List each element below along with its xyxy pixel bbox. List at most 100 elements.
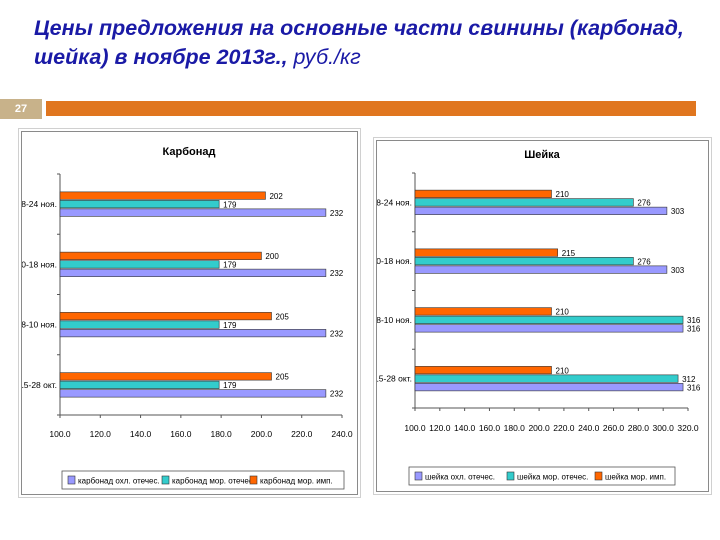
legend-label: карбонад охл. отечес. <box>78 477 160 486</box>
data-label: 303 <box>671 207 685 216</box>
data-label: 179 <box>223 261 237 270</box>
legend-swatch <box>249 475 258 485</box>
legend-swatch <box>506 471 515 481</box>
chart-title: Карбонад <box>163 146 216 158</box>
bar-шейка-мор.-имп. <box>414 307 552 316</box>
bar-карбонад-мор.-имп. <box>59 251 262 260</box>
bar-карбонад-мор.-имп. <box>59 191 266 200</box>
bar-карбонад-мор.-отечес. <box>59 380 220 389</box>
bar-шейка-охл.-отечес. <box>414 265 668 274</box>
x-tick-label: 200.0 <box>251 429 273 439</box>
chart-title: Шейка <box>524 149 560 161</box>
bar-карбонад-мор.-отечес. <box>59 260 220 269</box>
x-tick-label: 300.0 <box>653 423 675 433</box>
karbonad-chart-svg: Карбонад 100.0 120.0 140.0 160.0 180.0 200.0 22… <box>22 146 353 490</box>
data-label: 179 <box>223 321 237 330</box>
x-tick-label: 320.0 <box>677 423 699 433</box>
bar-карбонад-охл.-отечес. <box>59 389 327 398</box>
bar-карбонад-охл.-отечес. <box>59 329 327 338</box>
bar-карбонад-охл.-отечес. <box>59 208 327 217</box>
category-label: 10-18 ноя. <box>377 256 412 266</box>
x-tick-label: 200.0 <box>528 423 550 433</box>
bar-шейка-мор.-отечес. <box>414 374 679 383</box>
bar-карбонад-мор.-имп. <box>59 372 272 381</box>
category-label: 10-18 ноя. <box>22 259 57 269</box>
bar-шейка-мор.-имп. <box>414 248 559 257</box>
category-label: 18-24 ноя. <box>377 197 412 207</box>
data-label: 179 <box>223 381 237 390</box>
x-tick-label: 140.0 <box>130 429 152 439</box>
data-label: 276 <box>637 257 651 266</box>
bar-карбонад-мор.-отечес. <box>59 200 220 209</box>
legend-label: шейка охл. отечес. <box>425 473 495 482</box>
bar-шейка-мор.-имп. <box>414 366 552 375</box>
category-label: 28-10 ноя. <box>377 315 412 325</box>
data-label: 215 <box>562 249 576 258</box>
legend-box <box>408 466 676 486</box>
data-label: 232 <box>330 209 344 218</box>
x-tick-label: 240.0 <box>578 423 600 433</box>
bar-шейка-мор.-имп. <box>414 189 552 198</box>
data-label: 205 <box>276 373 290 382</box>
bar-шейка-мор.-отечес. <box>414 315 684 324</box>
x-tick-label: 100.0 <box>49 429 71 439</box>
legend-label: карбонад мор. отечес. <box>172 477 255 486</box>
x-tick-label: 180.0 <box>211 429 233 439</box>
bar-карбонад-мор.-отечес. <box>59 320 220 329</box>
x-tick-label: 220.0 <box>553 423 575 433</box>
data-label: 232 <box>330 390 344 399</box>
legend-label: шейка мор. отечес. <box>517 473 588 482</box>
data-label: 179 <box>223 200 237 209</box>
data-label: 312 <box>682 375 696 384</box>
slide-title-unit: руб./кг <box>287 45 361 69</box>
bar-шейка-мор.-отечес. <box>414 257 634 266</box>
data-label: 232 <box>330 329 344 338</box>
data-label: 210 <box>556 366 570 375</box>
x-tick-label: 160.0 <box>170 429 192 439</box>
x-tick-label: 120.0 <box>90 429 112 439</box>
x-tick-label: 260.0 <box>603 423 625 433</box>
legend-swatch <box>414 471 423 481</box>
legend-swatch <box>67 475 76 485</box>
data-label: 316 <box>687 383 701 392</box>
x-tick-label: 140.0 <box>454 423 476 433</box>
bar-шейка-мор.-отечес. <box>414 198 634 207</box>
category-label: 15-28 окт. <box>22 380 57 390</box>
legend-label: шейка мор. имп. <box>605 473 666 482</box>
data-label: 205 <box>276 312 290 321</box>
x-tick-label: 100.0 <box>404 423 426 433</box>
legend-swatch <box>161 475 170 485</box>
slide-title-main: Цены предложения на основные части свини… <box>34 16 684 69</box>
data-label: 316 <box>687 316 701 325</box>
slide-title: Цены предложения на основные части свини… <box>34 14 704 72</box>
category-label: 15-28 окт. <box>377 374 412 384</box>
data-label: 316 <box>687 325 701 334</box>
bar-шейка-охл.-отечес. <box>414 324 684 333</box>
bar-шейка-охл.-отечес. <box>414 206 668 215</box>
sheika-chart: Шейка 100.0 120.0 140.0 160.0 180.0 200.0 220.0… <box>376 140 709 492</box>
data-label: 303 <box>671 266 685 275</box>
page-number: 27 <box>0 99 42 119</box>
data-label: 200 <box>265 252 279 261</box>
legend-label: карбонад мор. имп. <box>260 477 333 486</box>
x-tick-label: 240.0 <box>331 429 353 439</box>
data-label: 232 <box>330 269 344 278</box>
category-label: 18-24 ноя. <box>22 199 57 209</box>
bar-карбонад-охл.-отечес. <box>59 268 327 277</box>
x-tick-label: 160.0 <box>479 423 501 433</box>
x-tick-label: 280.0 <box>628 423 650 433</box>
x-tick-label: 220.0 <box>291 429 313 439</box>
data-label: 210 <box>556 190 570 199</box>
bar-шейка-охл.-отечес. <box>414 383 684 392</box>
data-label: 202 <box>269 192 283 201</box>
data-label: 276 <box>637 199 651 208</box>
x-tick-label: 180.0 <box>504 423 526 433</box>
bar-карбонад-мор.-имп. <box>59 312 272 321</box>
data-label: 210 <box>556 308 570 317</box>
karbonad-chart: Карбонад 100.0 120.0 140.0 160.0 180.0 200.0 22… <box>21 131 358 495</box>
legend-swatch <box>594 471 603 481</box>
accent-bar <box>46 101 696 116</box>
sheika-chart-svg: Шейка 100.0 120.0 140.0 160.0 180.0 200.0 220.0… <box>377 149 701 486</box>
x-tick-label: 120.0 <box>429 423 451 433</box>
legend-box <box>61 470 345 490</box>
